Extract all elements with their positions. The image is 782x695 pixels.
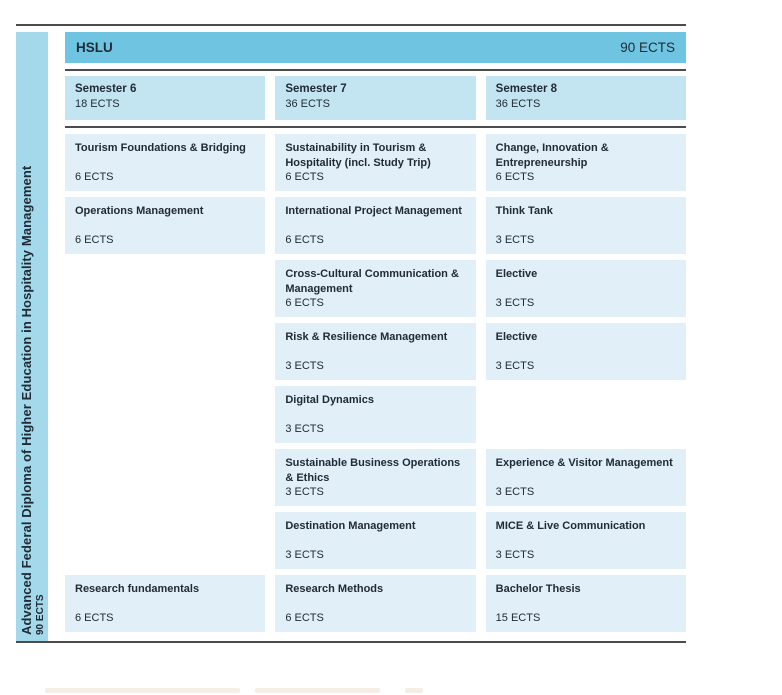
course-ects: 3 ECTS bbox=[285, 486, 324, 498]
semester-header-1: Semester 6 18 ECTS bbox=[65, 76, 266, 120]
course-title: Operations Management bbox=[75, 205, 204, 217]
course-ects: 6 ECTS bbox=[495, 171, 535, 183]
course-ects: 3 ECTS bbox=[285, 423, 324, 435]
course-ects: 6 ECTS bbox=[75, 171, 114, 183]
course-title: International Project Management bbox=[285, 205, 462, 217]
program-total-ects: 90 ECTS bbox=[34, 594, 46, 635]
course-card: Digital Dynamics 3 ECTS bbox=[275, 386, 476, 443]
program-sidebar-rotated-text: Advanced Federal Diploma of Higher Educa… bbox=[16, 32, 48, 641]
course-card: Sustainable Business Operations & Ethics… bbox=[275, 449, 476, 506]
course-title: Risk & Resilience Management bbox=[285, 331, 448, 343]
course-title: Cross-Cultural Communication & Managemen… bbox=[285, 268, 459, 295]
semester-divider-rule bbox=[65, 126, 686, 128]
course-ects: 3 ECTS bbox=[285, 549, 324, 561]
institution-label: HSLU bbox=[76, 40, 113, 55]
semester-ects: 36 ECTS bbox=[495, 98, 541, 110]
cropped-caption-remnant bbox=[255, 688, 380, 693]
course-card: Think Tank 3 ECTS bbox=[485, 197, 686, 254]
course-card: Elective 3 ECTS bbox=[485, 260, 686, 317]
course-title: Research Methods bbox=[285, 583, 384, 595]
semester-ects: 36 ECTS bbox=[285, 98, 330, 110]
course-title: Sustainable Business Operations & Ethics bbox=[285, 457, 461, 484]
course-card: Sustainability in Tourism & Hospitality … bbox=[275, 134, 476, 191]
course-card: Experience & Visitor Management 3 ECTS bbox=[485, 449, 686, 506]
course-card: International Project Management 6 ECTS bbox=[275, 197, 476, 254]
top-rule bbox=[16, 24, 686, 26]
course-ects: 3 ECTS bbox=[495, 549, 535, 561]
cropped-caption-remnant bbox=[45, 688, 240, 693]
course-card: Research Methods 6 ECTS bbox=[275, 575, 476, 632]
course-card: Elective 3 ECTS bbox=[485, 323, 686, 380]
course-card: Change, Innovation & Entrepreneurship 6 E… bbox=[485, 134, 686, 191]
course-ects: 6 ECTS bbox=[285, 297, 324, 309]
course-ects: 6 ECTS bbox=[285, 171, 324, 183]
course-title: Destination Management bbox=[285, 520, 416, 532]
semester-label: Semester 6 bbox=[75, 83, 137, 95]
course-title: Think Tank bbox=[495, 205, 553, 217]
curriculum-content: HSLU 90 ECTS Semester 6 18 ECTS Semester 7… bbox=[65, 32, 686, 632]
course-title: Experience & Visitor Management bbox=[495, 457, 673, 469]
course-title: Elective bbox=[495, 331, 538, 343]
course-title: MICE & Live Communication bbox=[495, 520, 646, 532]
course-card: Tourism Foundations & Bridging 6 ECTS bbox=[65, 134, 266, 191]
course-title: Bachelor Thesis bbox=[495, 583, 581, 595]
course-title: Digital Dynamics bbox=[285, 394, 374, 406]
course-ects: 15 ECTS bbox=[495, 612, 541, 624]
course-ects: 3 ECTS bbox=[495, 486, 535, 498]
course-ects: 6 ECTS bbox=[75, 612, 114, 624]
course-card: MICE & Live Communication 3 ECTS bbox=[485, 512, 686, 569]
course-title: Change, Innovation & Entrepreneurship bbox=[495, 142, 609, 169]
course-title: Elective bbox=[495, 268, 538, 280]
course-card: Cross-Cultural Communication & Managemen… bbox=[275, 260, 476, 317]
course-ects: 3 ECTS bbox=[495, 297, 535, 309]
program-sidebar: Advanced Federal Diploma of Higher Educa… bbox=[16, 32, 48, 641]
semester-label: Semester 7 bbox=[285, 83, 347, 95]
course-ects: 3 ECTS bbox=[495, 234, 535, 246]
header-bar: HSLU 90 ECTS bbox=[65, 32, 686, 63]
semester-ects: 18 ECTS bbox=[75, 98, 120, 110]
semester-header-row: Semester 6 18 ECTS Semester 7 36 ECTS Semest… bbox=[65, 76, 686, 120]
cropped-caption-remnant bbox=[405, 688, 423, 693]
header-total-ects: 90 ECTS bbox=[620, 40, 675, 55]
bottom-rule bbox=[16, 641, 686, 643]
header-divider-rule bbox=[65, 69, 686, 71]
course-card: Bachelor Thesis 15 ECTS bbox=[485, 575, 686, 632]
course-ects: 6 ECTS bbox=[285, 234, 324, 246]
course-ects: 6 ECTS bbox=[285, 612, 324, 624]
course-card: Risk & Resilience Management 3 ECTS bbox=[275, 323, 476, 380]
course-title: Research fundamentals bbox=[75, 583, 200, 595]
course-title: Sustainability in Tourism & Hospitality … bbox=[285, 142, 431, 169]
semester-label: Semester 8 bbox=[495, 83, 558, 95]
course-title: Tourism Foundations & Bridging bbox=[75, 142, 246, 154]
course-ects: 6 ECTS bbox=[75, 234, 114, 246]
course-ects: 3 ECTS bbox=[495, 360, 535, 372]
course-ects: 3 ECTS bbox=[285, 360, 324, 372]
semester-header-3: Semester 8 36 ECTS bbox=[485, 76, 686, 120]
program-title: Advanced Federal Diploma of Higher Educa… bbox=[18, 165, 34, 635]
semester-header-2: Semester 7 36 ECTS bbox=[275, 76, 476, 120]
course-card: Operations Management 6 ECTS bbox=[65, 197, 266, 254]
course-card: Research fundamentals 6 ECTS bbox=[65, 575, 266, 632]
course-card: Destination Management 3 ECTS bbox=[275, 512, 476, 569]
course-grid: Tourism Foundations & Bridging 6 ECTS Oper… bbox=[65, 134, 686, 632]
